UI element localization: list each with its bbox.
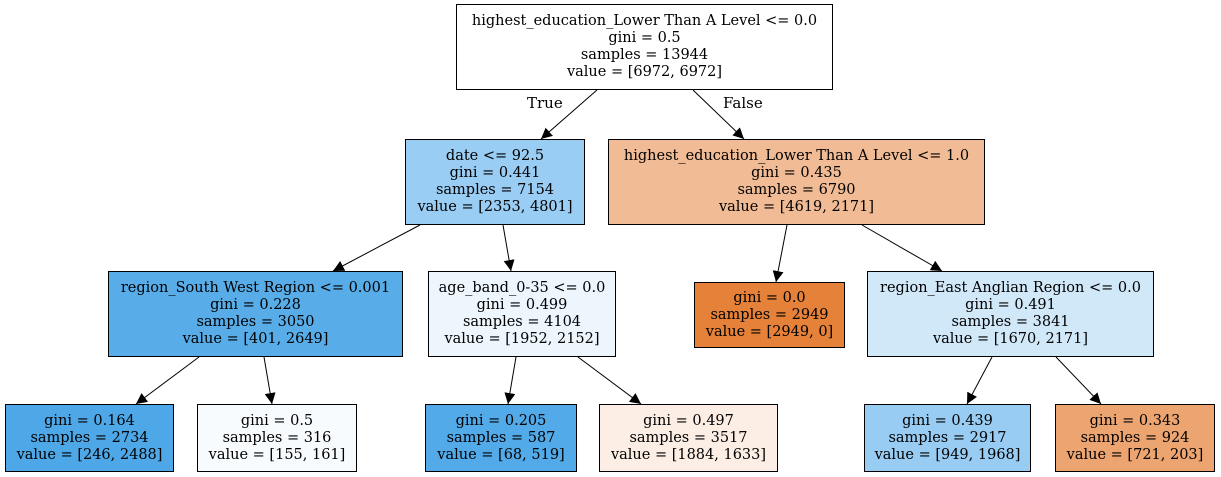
node-line: samples = 6790 xyxy=(737,182,856,198)
node-line: age_band_0-35 <= 0.0 xyxy=(438,280,606,296)
edge-n0-n1 xyxy=(540,89,598,140)
node-line: gini = 0.5 xyxy=(240,412,314,429)
node-line: value = [4619, 2171] xyxy=(718,199,875,215)
node-line: samples = 316 xyxy=(222,429,332,446)
node-line: region_East Anglian Region <= 0.0 xyxy=(880,280,1141,296)
edge-n3-n8 xyxy=(263,356,276,405)
tree-node-n12: gini = 0.343 samples = 924 value = [721, 2… xyxy=(1055,404,1215,472)
node-line: samples = 13944 xyxy=(580,47,709,63)
tree-node-n4: age_band_0-35 <= 0.0 gini = 0.499 samples … xyxy=(428,271,616,357)
edge-n6-n11 xyxy=(966,356,993,405)
edge-n1-n3 xyxy=(332,224,421,272)
node-line: value = [401, 2649] xyxy=(182,331,329,347)
tree-node-n11: gini = 0.439 samples = 2917 value = [949, … xyxy=(864,404,1031,472)
node-line: date <= 92.5 xyxy=(445,148,545,164)
tree-node-n7: gini = 0.164 samples = 2734 value = [246, … xyxy=(5,404,174,472)
tree-node-n0: highest_education_Lower Than A Level <= … xyxy=(456,4,833,90)
node-line: gini = 0.439 xyxy=(902,412,993,429)
tree-node-n10: gini = 0.497 samples = 3517 value = [1884,… xyxy=(599,404,778,472)
tree-node-n5: gini = 0.0 samples = 2949 value = [2949, 0… xyxy=(694,282,845,348)
node-line: value = [1670, 2171] xyxy=(932,331,1089,347)
node-line: samples = 3517 xyxy=(629,429,748,446)
node-line: samples = 2949 xyxy=(710,306,829,323)
tree-node-n6: region_East Anglian Region <= 0.0 gini = … xyxy=(867,271,1154,357)
edge-label-false: False xyxy=(723,94,763,112)
node-line: gini = 0.343 xyxy=(1089,412,1181,429)
node-line: value = [68, 519] xyxy=(437,446,565,463)
edge-label-true: True xyxy=(527,94,563,112)
node-line: gini = 0.491 xyxy=(965,297,1056,313)
node-line: highest_education_Lower Than A Level <= … xyxy=(471,13,818,29)
node-line: samples = 4104 xyxy=(462,314,582,330)
node-line: value = [949, 1968] xyxy=(874,446,1021,463)
node-line: gini = 0.441 xyxy=(449,165,541,181)
node-line: region_South West Region <= 0.001 xyxy=(120,280,391,296)
tree-node-n1: date <= 92.5 gini = 0.441 samples = 7154 va… xyxy=(405,139,585,225)
tree-node-n3: region_South West Region <= 0.001 gini = … xyxy=(108,271,403,357)
node-line: gini = 0.499 xyxy=(476,297,568,313)
edge-n4-n10 xyxy=(577,356,642,405)
node-line: samples = 924 xyxy=(1080,429,1190,446)
edge-n6-n12 xyxy=(1055,356,1102,405)
edge-n0-n2 xyxy=(692,89,745,140)
edge-n1-n4 xyxy=(502,224,515,272)
node-line: value = [155, 161] xyxy=(208,446,346,463)
node-line: samples = 587 xyxy=(446,429,556,446)
node-line: samples = 2734 xyxy=(30,429,149,446)
node-line: gini = 0.164 xyxy=(44,412,135,429)
node-line: value = [721, 203] xyxy=(1066,446,1204,463)
node-line: value = [2949, 0] xyxy=(705,323,834,340)
node-line: value = [246, 2488] xyxy=(16,446,163,463)
node-line: gini = 0.228 xyxy=(210,297,301,313)
edge-n3-n7 xyxy=(135,356,200,405)
node-line: highest_education_Lower Than A Level <= … xyxy=(623,148,970,164)
node-line: gini = 0.435 xyxy=(751,165,842,181)
edge-n2-n6 xyxy=(861,224,943,272)
edge-n2-n5 xyxy=(772,224,788,283)
node-line: gini = 0.0 xyxy=(733,289,806,306)
node-line: value = [1952, 2152] xyxy=(444,331,600,347)
tree-node-n9: gini = 0.205 samples = 587 value = [68, 51… xyxy=(425,404,577,472)
node-line: gini = 0.5 xyxy=(608,30,681,46)
node-line: value = [6972, 6972] xyxy=(566,64,723,80)
node-line: samples = 7154 xyxy=(435,182,555,198)
node-line: samples = 3050 xyxy=(196,314,315,330)
node-line: gini = 0.205 xyxy=(455,412,547,429)
tree-node-n2: highest_education_Lower Than A Level <= … xyxy=(608,139,985,225)
node-line: samples = 2917 xyxy=(888,429,1007,446)
node-line: value = [1884, 1633] xyxy=(610,446,767,463)
node-line: samples = 3841 xyxy=(951,314,1070,330)
tree-node-n8: gini = 0.5 samples = 316 value = [155, 161… xyxy=(197,404,357,472)
edge-n4-n9 xyxy=(504,356,517,405)
node-line: value = [2353, 4801] xyxy=(417,199,573,215)
node-line: gini = 0.497 xyxy=(643,412,734,429)
